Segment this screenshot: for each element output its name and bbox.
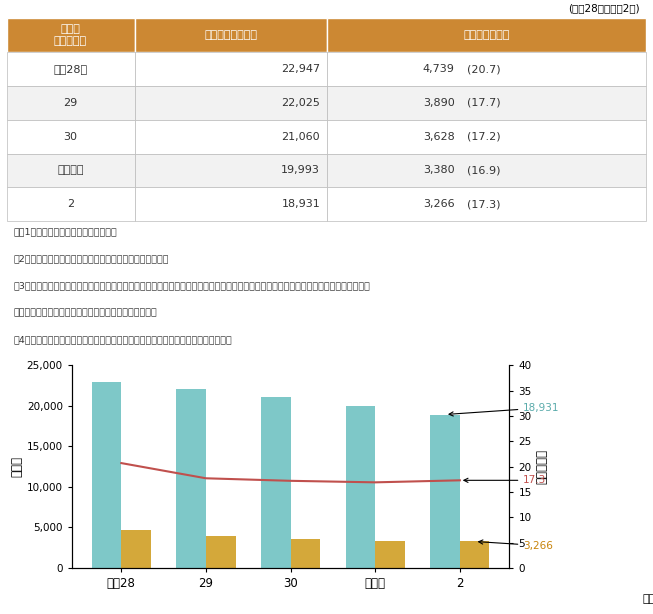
Text: 注、1　法務省・矯正統計年報による。: 注、1 法務省・矯正統計年報による。 [13, 227, 117, 236]
Text: 17.3: 17.3 [464, 475, 547, 485]
Text: 3,266: 3,266 [479, 540, 553, 551]
Text: (平成28年～令和2年): (平成28年～令和2年) [568, 3, 640, 13]
Text: 4,739: 4,739 [422, 64, 454, 74]
Bar [7, 18, 135, 52]
Bar [135, 52, 326, 86]
Bar [176, 389, 206, 568]
Bar [7, 120, 135, 154]
Bar [261, 397, 291, 568]
Bar [135, 154, 326, 187]
Bar [326, 18, 646, 52]
Text: 3,890: 3,890 [422, 98, 454, 108]
Text: (20.7): (20.7) [468, 64, 501, 74]
Bar [460, 542, 490, 568]
Bar [7, 187, 135, 221]
Text: 18,931: 18,931 [449, 403, 560, 416]
Text: 刑務所出所者総数: 刑務所出所者総数 [204, 30, 257, 41]
Text: 2: 2 [67, 199, 74, 209]
Text: 2　「帰住先」は、刑事施設を出所後に住む場所である。: 2 「帰住先」は、刑事施設を出所後に住む場所である。 [13, 254, 168, 263]
Text: 平技28年: 平技28年 [54, 64, 88, 74]
Text: 年　次
（出所年）: 年 次 （出所年） [54, 25, 87, 46]
Bar [7, 154, 135, 187]
Bar [375, 540, 405, 568]
Text: 22,025: 22,025 [281, 98, 320, 108]
Text: (17.2): (17.2) [468, 131, 501, 142]
Bar [135, 86, 326, 120]
Text: 3,628: 3,628 [422, 131, 454, 142]
Bar [326, 52, 646, 86]
Bar [430, 414, 460, 568]
Bar [121, 529, 151, 568]
Bar [135, 120, 326, 154]
Y-axis label: 割合（％）: 割合（％） [535, 449, 549, 484]
Y-axis label: （人）: （人） [11, 456, 24, 477]
Text: 18,931: 18,931 [281, 199, 320, 209]
Bar [7, 52, 135, 86]
Bar [345, 406, 375, 568]
Text: 3　「帰住先がない者」は、健全な社会生活を営む上で適切な帰住先を確保できないまま刑期が終了した満期釈放者をいい、帰住先が不: 3 「帰住先がない者」は、健全な社会生活を営む上で適切な帰住先を確保できないまま… [13, 281, 370, 290]
Bar [326, 187, 646, 221]
Text: 明の者や暴力団関係者のもとである者などを含む。: 明の者や暴力団関係者のもとである者などを含む。 [13, 308, 157, 317]
Text: 4　（　）内は、各年の刑務所出所者総数に占める帰住先がない者の割合である。: 4 （ ）内は、各年の刑務所出所者総数に占める帰住先がない者の割合である。 [13, 335, 232, 344]
Text: 19,993: 19,993 [281, 165, 320, 176]
Bar [135, 18, 326, 52]
Bar [326, 120, 646, 154]
Bar [206, 537, 236, 568]
Bar [135, 187, 326, 221]
Bar [291, 538, 320, 568]
Text: (17.3): (17.3) [468, 199, 501, 209]
Text: 帰住先がない者: 帰住先がない者 [463, 30, 510, 41]
Text: 3,266: 3,266 [423, 199, 454, 209]
Bar [326, 154, 646, 187]
Text: 29: 29 [63, 98, 78, 108]
Bar [7, 86, 135, 120]
Text: (16.9): (16.9) [468, 165, 501, 176]
Bar [91, 382, 121, 568]
Text: (17.7): (17.7) [468, 98, 501, 108]
Text: 30: 30 [63, 131, 78, 142]
Text: 年次（年）: 年次（年） [643, 594, 653, 604]
Text: 21,060: 21,060 [281, 131, 320, 142]
Text: 3,380: 3,380 [423, 165, 454, 176]
Text: 令和元年: 令和元年 [57, 165, 84, 176]
Text: 22,947: 22,947 [281, 64, 320, 74]
Bar [326, 86, 646, 120]
